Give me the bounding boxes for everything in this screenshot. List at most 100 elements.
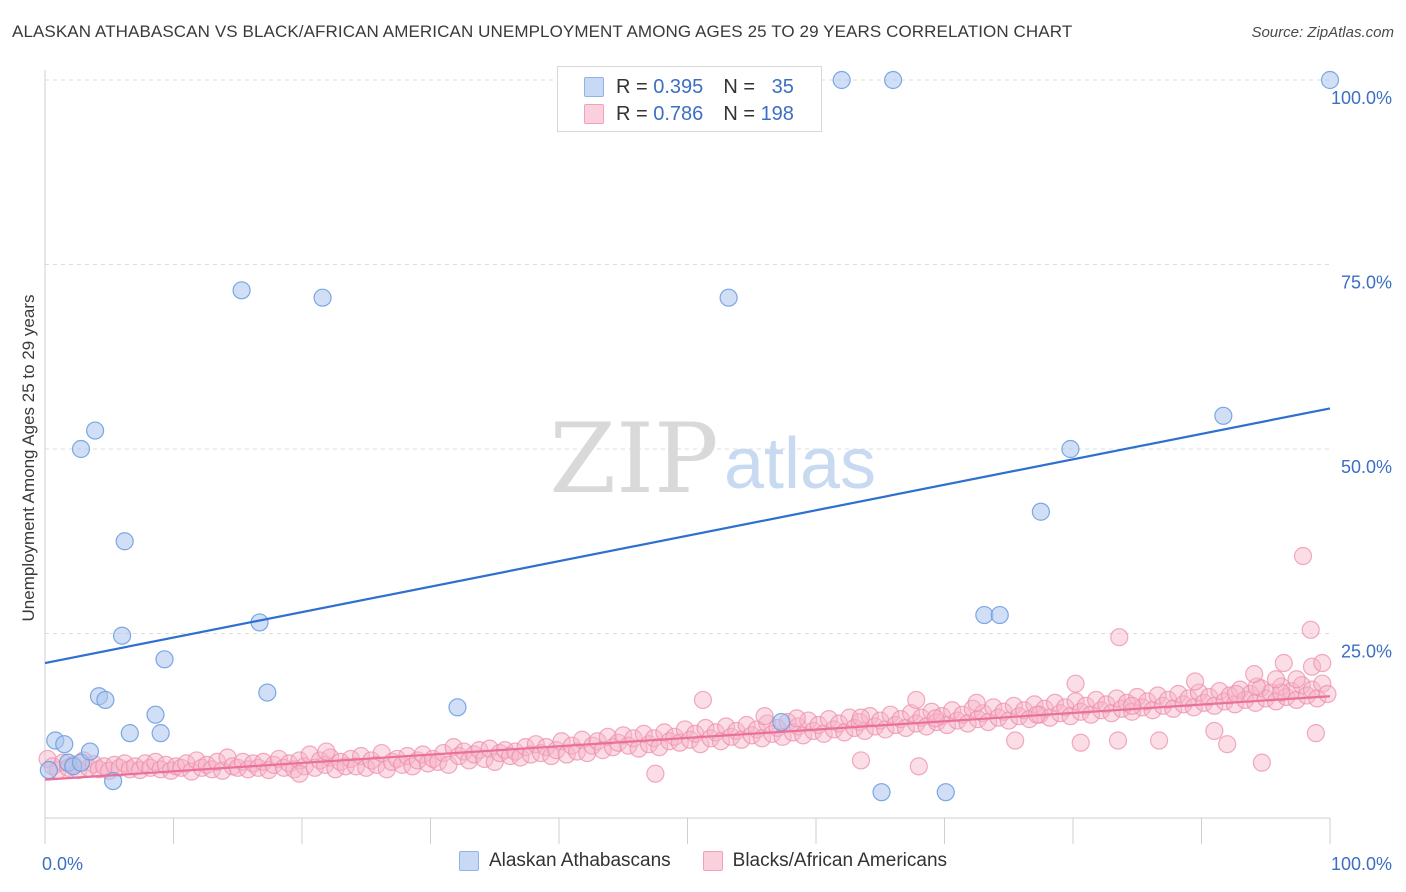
data-point-alaskan-athabascans [39, 760, 58, 780]
data-point-black-african-americans [1071, 733, 1090, 752]
data-point-black-african-americans [860, 707, 880, 726]
legend-swatch-pink [702, 851, 723, 871]
pink-series-points [38, 546, 1337, 783]
data-point-black-african-americans [722, 727, 741, 746]
data-point-black-african-americans [1266, 670, 1286, 689]
data-point-black-african-americans [644, 729, 664, 748]
data-point-black-african-americans [1004, 696, 1023, 715]
correlation-legend: R = 0.395 N = 35 R = 0.786 N = 198 [557, 66, 822, 132]
data-point-alaskan-athabascans [80, 742, 100, 761]
data-point-black-african-americans [1313, 674, 1332, 693]
legend-item-black-african-americans[interactable]: Blacks/African Americans [702, 850, 947, 872]
data-point-black-african-americans [634, 724, 653, 743]
data-point-alaskan-athabascans [258, 683, 277, 702]
data-point-black-african-americans [1110, 628, 1129, 647]
data-point-alaskan-athabascans [1061, 439, 1080, 459]
legend-r-label: R = [616, 75, 648, 98]
data-point-black-african-americans [1123, 696, 1142, 715]
data-point-black-african-americans [693, 690, 713, 710]
data-point-black-african-americans [1066, 674, 1085, 693]
data-point-black-african-americans [1306, 724, 1325, 743]
data-point-black-african-americans [598, 727, 617, 746]
data-point-black-african-americans [115, 754, 134, 773]
data-point-black-african-americans [1292, 676, 1311, 695]
trendline-alaskan-athabascans [44, 407, 1331, 665]
data-point-black-african-americans [1006, 731, 1025, 750]
data-point-black-african-americans [290, 751, 309, 770]
data-point-alaskan-athabascans [872, 783, 891, 802]
data-point-black-african-americans [1287, 670, 1306, 689]
data-point-alaskan-athabascans [96, 690, 115, 710]
data-point-alaskan-athabascans [120, 724, 139, 743]
data-point-black-african-americans [851, 708, 871, 727]
y-tick-label: 100.0% [1331, 88, 1392, 108]
data-point-black-african-americans [1301, 620, 1320, 639]
data-point-black-african-americans [1274, 653, 1293, 673]
data-point-black-african-americans [1227, 684, 1246, 704]
data-point-black-african-americans [1148, 686, 1167, 705]
legend-r-label: R = [616, 102, 648, 125]
data-point-black-african-americans [1128, 687, 1147, 707]
data-point-alaskan-athabascans [86, 421, 105, 440]
data-point-alaskan-athabascans [936, 783, 955, 802]
data-point-black-african-americans [1108, 731, 1128, 750]
y-tick-label: 75.0% [1341, 273, 1392, 293]
data-point-black-african-americans [1025, 695, 1044, 714]
x-tick-label: 100.0% [1331, 854, 1392, 874]
legend-n-label: N = [723, 75, 755, 98]
data-point-black-african-americans [1302, 657, 1322, 676]
data-point-alaskan-athabascans [55, 735, 74, 754]
data-point-alaskan-athabascans [115, 532, 134, 551]
data-point-black-african-americans [1318, 684, 1337, 704]
data-point-black-african-americans [1087, 690, 1106, 710]
data-point-black-african-americans [403, 757, 422, 776]
data-point-black-african-americans [367, 755, 386, 774]
data-point-alaskan-athabascans [151, 724, 170, 743]
data-point-black-african-americans [1205, 721, 1224, 741]
data-point-black-african-americans [691, 735, 710, 754]
data-point-alaskan-athabascans [71, 439, 91, 459]
data-point-black-african-americans [1236, 690, 1255, 710]
data-point-black-african-americans [1293, 546, 1313, 566]
data-point-black-african-americans [1297, 686, 1316, 705]
data-point-black-african-americans [787, 709, 806, 728]
data-point-alaskan-athabascans [313, 288, 332, 307]
legend-row-blue: R = 0.395 N = 35 [558, 74, 794, 100]
legend-label: Alaskan Athabascans [488, 850, 671, 871]
y-tick-label: 50.0% [1341, 457, 1392, 477]
legend-swatch-blue [458, 851, 479, 871]
data-point-black-african-americans [1252, 753, 1271, 772]
data-point-black-african-americans [680, 730, 700, 749]
data-point-black-african-americans [967, 693, 986, 712]
data-point-black-african-americans [1149, 731, 1169, 750]
legend-n-value: 35 [771, 75, 794, 98]
data-point-black-african-americans [907, 690, 926, 710]
tick-labels: 25.0% 50.0% 75.0% 100.0% 0.0% 100.0% [42, 88, 1392, 874]
legend-row-pink: R = 0.786 N = 198 [558, 101, 794, 127]
data-point-black-african-americans [1245, 664, 1264, 684]
legend-item-alaskan-athabascans[interactable]: Alaskan Athabascans [458, 850, 671, 872]
data-point-alaskan-athabascans [146, 705, 165, 724]
data-point-alaskan-athabascans [112, 626, 132, 645]
data-point-alaskan-athabascans [155, 650, 174, 669]
data-point-black-african-americans [943, 701, 962, 720]
data-point-alaskan-athabascans [832, 70, 851, 90]
chart-title: ALASKAN ATHABASCAN VS BLACK/AFRICAN AMER… [12, 22, 1073, 41]
data-point-black-african-americans [387, 749, 407, 769]
data-point-alaskan-athabascans [990, 605, 1009, 625]
data-point-black-african-americans [909, 757, 928, 776]
data-point-alaskan-athabascans [772, 712, 791, 732]
data-point-alaskan-athabascans [719, 288, 738, 307]
data-point-black-african-americans [1218, 735, 1237, 754]
legend-swatch-pink [584, 104, 604, 124]
legend-r-value: 0.395 [653, 75, 704, 98]
legend-r-value: 0.786 [653, 102, 704, 125]
x-tick-label: 0.0% [42, 854, 83, 874]
data-point-alaskan-athabascans [104, 771, 123, 791]
data-point-black-african-americans [1066, 692, 1085, 711]
data-point-black-african-americans [614, 726, 633, 745]
data-point-black-african-americans [1045, 693, 1065, 712]
data-point-alaskan-athabascans [448, 698, 467, 717]
data-point-black-african-americans [1169, 684, 1188, 704]
